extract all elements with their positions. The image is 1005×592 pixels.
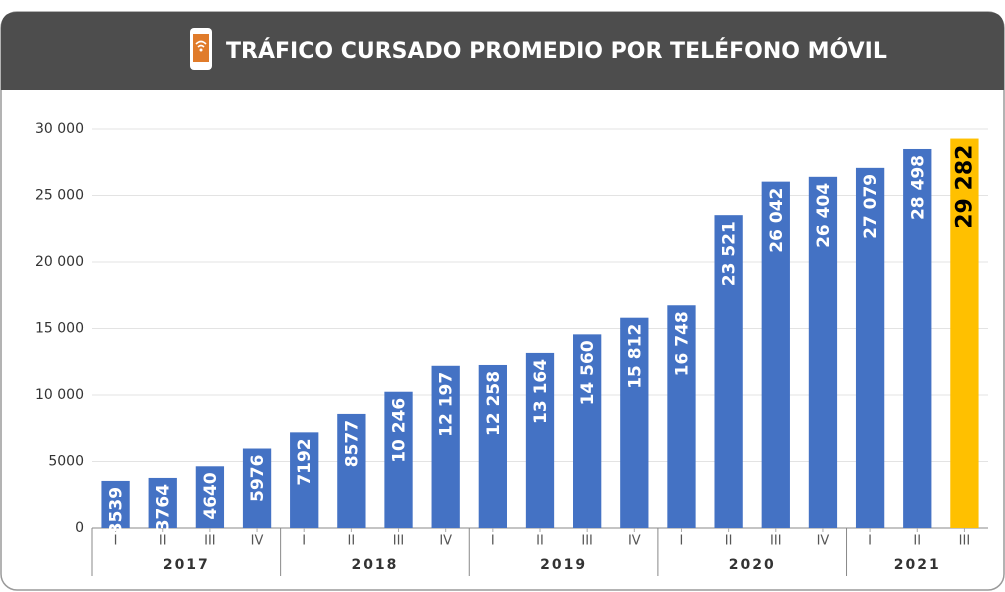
bar	[620, 317, 649, 528]
bar	[431, 365, 460, 528]
year-label: 2020	[729, 557, 776, 573]
x-tick-label: I	[868, 534, 872, 549]
x-tick-label: I	[491, 534, 495, 549]
x-tick-label: III	[204, 534, 216, 549]
x-tick-label: I	[680, 534, 684, 549]
x-tick-label: III	[393, 534, 405, 549]
x-tick-label: III	[770, 534, 782, 549]
value-label: 10 246	[390, 398, 410, 463]
value-label: 15 812	[625, 324, 645, 389]
x-tick-label: II	[725, 534, 733, 549]
x-tick-label: II	[913, 534, 921, 549]
value-label: 7192	[295, 438, 315, 485]
bar	[808, 176, 838, 529]
bar	[714, 215, 743, 528]
y-tick-label: 10 000	[35, 387, 84, 403]
year-label: 2018	[351, 557, 398, 573]
y-tick-label: 15 000	[35, 321, 84, 337]
y-tick-label: 0	[75, 520, 84, 536]
bar	[525, 352, 555, 528]
chart-title: TRÁFICO CURSADO PROMEDIO POR TELÉFONO MÓ…	[226, 38, 887, 64]
bar	[290, 432, 319, 528]
y-tick-label: 20 000	[35, 254, 84, 270]
value-label: 13 164	[531, 359, 551, 424]
value-label: 28 498	[908, 155, 928, 220]
year-label: 2017	[163, 557, 210, 573]
value-label: 23 521	[720, 221, 740, 286]
value-label: 29 282	[952, 145, 977, 229]
bar	[478, 364, 507, 528]
bar	[148, 477, 177, 528]
x-tick-label: IV	[817, 534, 830, 549]
bar	[761, 181, 790, 528]
x-tick-label: I	[302, 534, 306, 549]
bar	[903, 148, 932, 528]
value-label: 3539	[107, 487, 127, 534]
bar	[855, 167, 885, 528]
bar	[195, 466, 225, 528]
value-label: 4640	[201, 472, 221, 519]
value-label: 5976	[248, 455, 268, 502]
value-label: 26 042	[767, 188, 787, 253]
x-tick-label: IV	[439, 534, 452, 549]
value-label: 14 560	[578, 340, 598, 405]
year-label: 2021	[894, 557, 941, 573]
x-tick-label: IV	[628, 534, 641, 549]
x-tick-label: II	[348, 534, 356, 549]
phone-icon	[190, 28, 212, 70]
bar	[384, 391, 413, 528]
x-tick-label: III	[959, 534, 971, 549]
value-label: 27 079	[861, 174, 881, 239]
y-tick-label: 5000	[48, 454, 84, 470]
x-tick-label: II	[536, 534, 544, 549]
y-tick-label: 30 000	[35, 121, 84, 137]
x-tick-label: IV	[251, 534, 264, 549]
value-label: 12 197	[437, 372, 457, 437]
x-tick-label: III	[581, 534, 593, 549]
header	[1, 12, 1004, 90]
bar	[667, 305, 696, 528]
value-label: 26 404	[814, 183, 834, 248]
value-label: 16 748	[672, 311, 692, 376]
bar	[337, 413, 366, 528]
value-label: 12 258	[484, 371, 504, 436]
year-label: 2019	[540, 557, 587, 573]
bar	[573, 334, 602, 528]
bar	[950, 138, 979, 529]
bar	[101, 480, 130, 528]
x-tick-label: I	[114, 534, 118, 549]
y-tick-label: 25 000	[35, 188, 84, 204]
bar	[242, 448, 272, 528]
x-tick-label: II	[159, 534, 167, 549]
value-label: 8577	[342, 420, 362, 467]
value-label: 3764	[154, 484, 174, 531]
